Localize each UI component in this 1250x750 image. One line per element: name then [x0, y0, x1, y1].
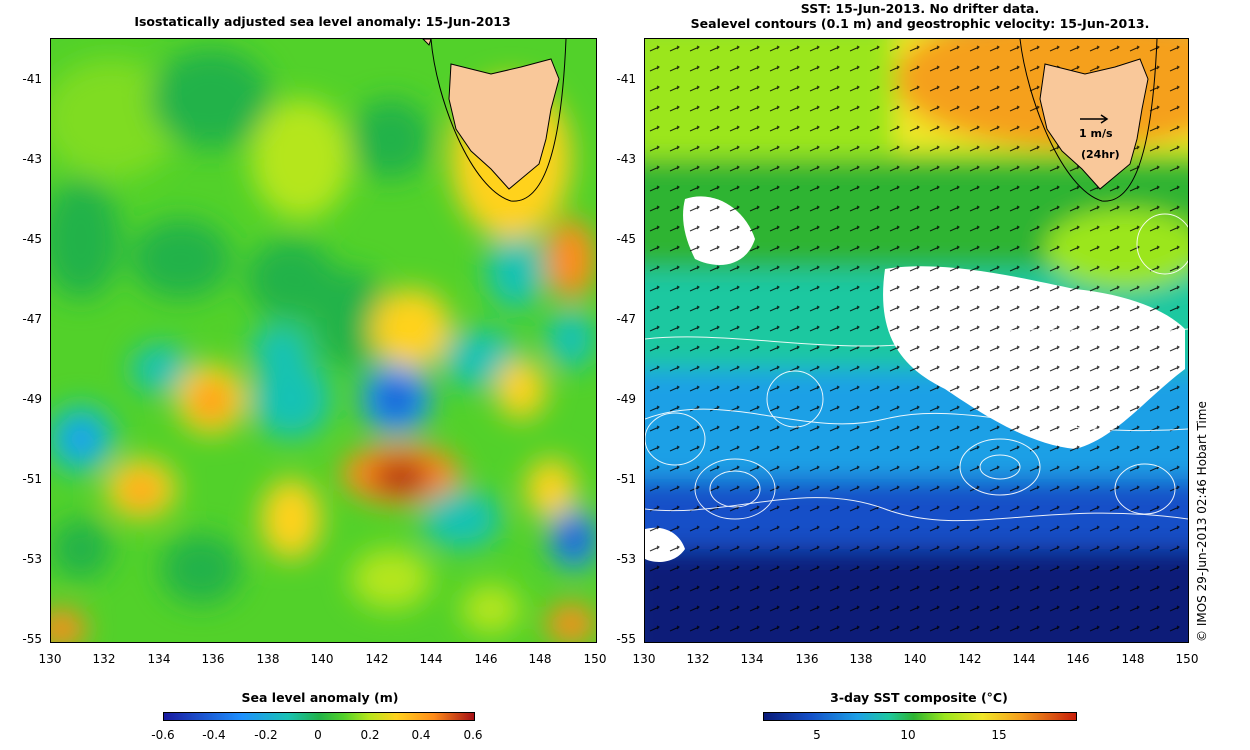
- sst-colorbar: [763, 712, 1077, 721]
- colorbar-tick-label: -0.6: [151, 728, 175, 742]
- lat-tick-label: -49: [22, 392, 42, 406]
- lon-tick-label: 140: [903, 652, 927, 666]
- lon-tick-label: 136: [795, 652, 819, 666]
- lon-tick-label: 146: [1066, 652, 1090, 666]
- lat-tick-label: -55: [22, 632, 42, 646]
- lon-tick-label: 142: [958, 652, 982, 666]
- lon-tick-label: 140: [310, 652, 334, 666]
- lon-tick-label: 150: [583, 652, 607, 666]
- velocity-scale-arrow: [1080, 114, 1109, 124]
- colorbar-tick-label: 10: [900, 728, 916, 742]
- lon-tick-label: 142: [365, 652, 389, 666]
- colorbar-tick-label: -0.2: [254, 728, 278, 742]
- lon-tick-label: 130: [632, 652, 656, 666]
- sea-level-anomaly-field: [51, 39, 596, 642]
- lat-tick-label: -45: [22, 232, 42, 246]
- lon-tick-label: 144: [419, 652, 443, 666]
- king-island-land: [422, 39, 432, 46]
- shelf-contour: [430, 39, 567, 202]
- lon-tick-label: 132: [686, 652, 710, 666]
- lon-tick-label: 130: [38, 652, 62, 666]
- sea-level-anomaly-map[interactable]: [50, 38, 597, 643]
- lat-tick-label: -51: [616, 472, 636, 486]
- lon-tick-label: 138: [256, 652, 280, 666]
- lat-tick-label: -45: [616, 232, 636, 246]
- velocity-scale-label: 1 m/s: [1079, 127, 1113, 140]
- lon-tick-label: 132: [92, 652, 116, 666]
- colorbar-tick-label: 0: [314, 728, 322, 742]
- lon-tick-label: 148: [528, 652, 552, 666]
- sea-level-colorbar: [163, 712, 475, 721]
- left-colorbar-title: Sea level anomaly (m): [241, 690, 399, 705]
- right-title-line1: SST: 15-Jun-2013. No drifter data.: [800, 1, 1040, 16]
- velocity-scale-sublabel: (24hr): [1081, 148, 1120, 161]
- colorbar-tick-label: 15: [991, 728, 1007, 742]
- right-colorbar-title: 3-day SST composite (°C): [830, 690, 1008, 705]
- lat-tick-label: -41: [22, 72, 42, 86]
- colorbar-tick-label: 0.4: [411, 728, 431, 742]
- tasmania-land: [1039, 58, 1149, 190]
- lat-tick-label: -53: [22, 552, 42, 566]
- sst-field: [645, 39, 1188, 642]
- colorbar-tick-label: 0.6: [463, 728, 483, 742]
- colorbar-tick-label: -0.4: [202, 728, 226, 742]
- lon-tick-label: 134: [740, 652, 764, 666]
- imos-credit: © IMOS 29-Jun-2013 02:46 Hobart Time: [1195, 401, 1209, 642]
- lon-tick-label: 144: [1012, 652, 1036, 666]
- lat-tick-label: -47: [22, 312, 42, 326]
- lat-tick-label: -43: [22, 152, 42, 166]
- lon-tick-label: 150: [1175, 652, 1199, 666]
- lon-tick-label: 134: [147, 652, 171, 666]
- colorbar-tick-label: 0.2: [360, 728, 380, 742]
- lon-tick-label: 138: [849, 652, 873, 666]
- right-title-line2: Sealevel contours (0.1 m) and geostrophi…: [690, 16, 1150, 31]
- lon-tick-label: 136: [201, 652, 225, 666]
- lon-tick-label: 146: [474, 652, 498, 666]
- lat-tick-label: -43: [616, 152, 636, 166]
- right-map-title: SST: 15-Jun-2013. No drifter data. Seale…: [640, 1, 1200, 31]
- lat-tick-label: -47: [616, 312, 636, 326]
- colorbar-tick-label: 5: [813, 728, 821, 742]
- lat-tick-label: -41: [616, 72, 636, 86]
- left-map-title: Isostatically adjusted sea level anomaly…: [134, 14, 511, 29]
- tasmania-land: [448, 58, 560, 190]
- shelf-contour: [1019, 39, 1158, 202]
- lat-tick-label: -51: [22, 472, 42, 486]
- lat-tick-label: -53: [616, 552, 636, 566]
- lat-tick-label: -49: [616, 392, 636, 406]
- lat-tick-label: -55: [616, 632, 636, 646]
- sst-velocity-map[interactable]: 1 m/s (24hr): [644, 38, 1189, 643]
- lon-tick-label: 148: [1121, 652, 1145, 666]
